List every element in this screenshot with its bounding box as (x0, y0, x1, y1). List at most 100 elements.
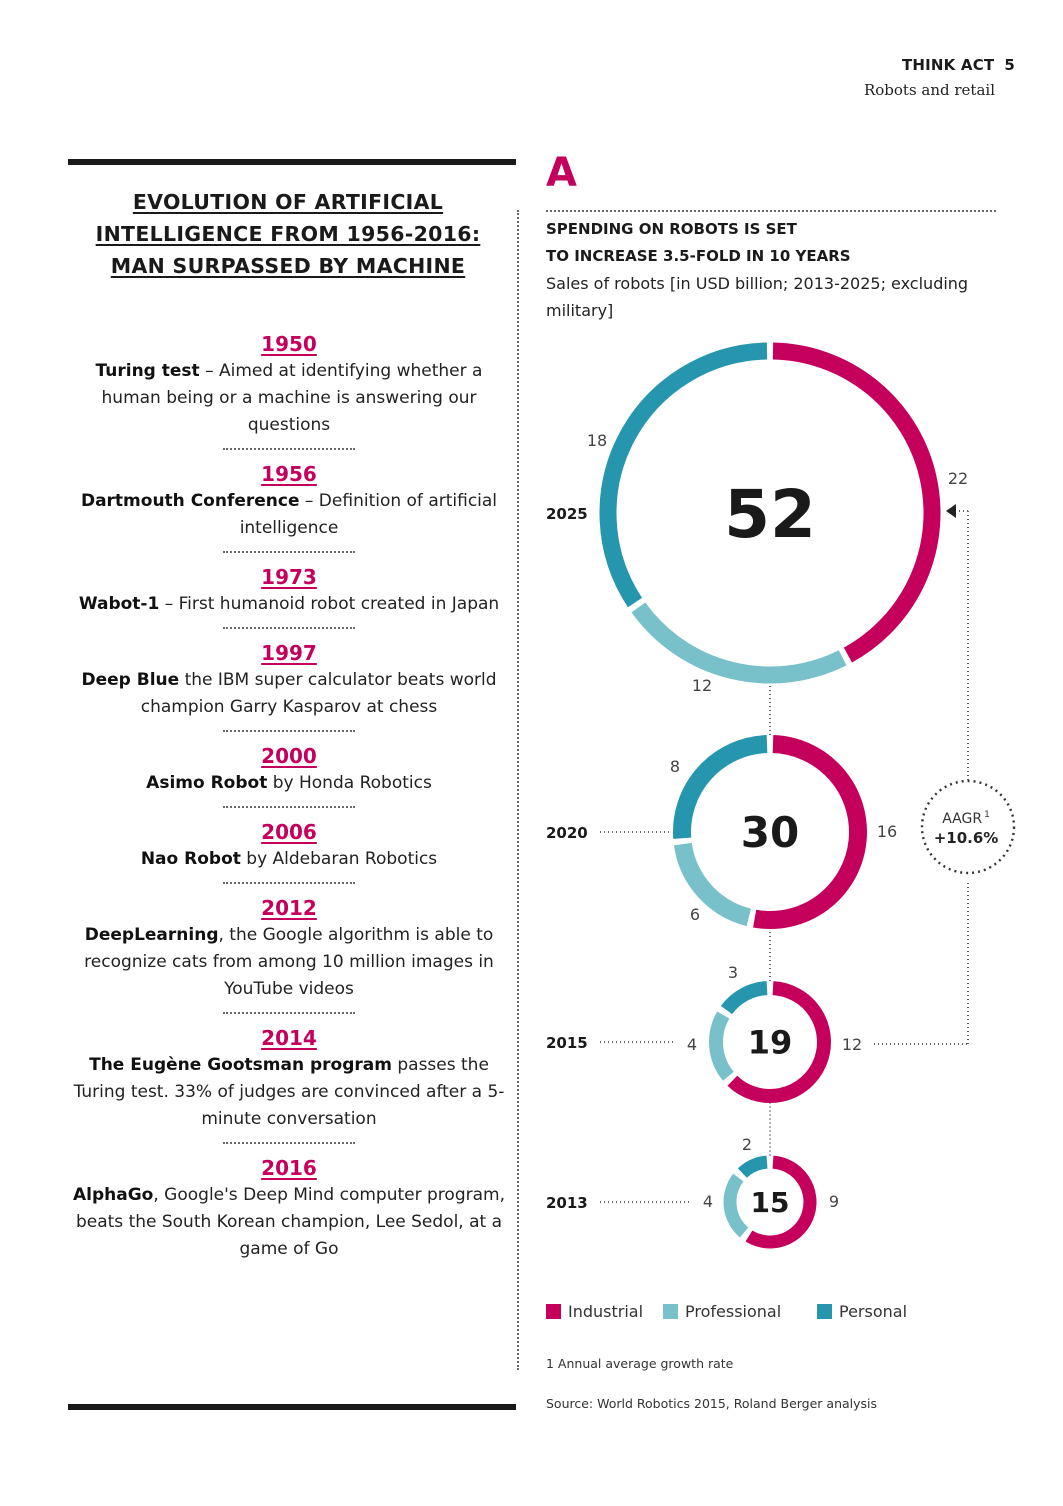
segment-value-label: 4 (687, 1035, 697, 1054)
aagr-label-text: AAGR (942, 811, 982, 827)
footnote: 1 Annual average growth rate (546, 1356, 734, 1371)
segment-value-label: 6 (690, 905, 700, 924)
timeline-item: 1997 Deep Blue the IBM super calculator b… (68, 639, 510, 721)
chart-title-line: SPENDING ON ROBOTS IS SET (546, 220, 797, 238)
timeline-event-text: by Aldebaran Robotics (240, 849, 438, 869)
donut-segment-professional (673, 842, 752, 927)
timeline-item: 2006 Nao Robot by Aldebaran Robotics (68, 818, 510, 873)
donut-segment-personal (737, 1155, 768, 1179)
legend-swatch (546, 1304, 561, 1319)
timeline-title-line: INTELLIGENCE FROM 1956-2016: (95, 222, 481, 246)
donut-total: 52 (724, 476, 816, 553)
timeline-event-name: AlphaGo (73, 1185, 154, 1205)
year-label: 2013 (546, 1194, 588, 1212)
year-label: 2020 (546, 824, 588, 842)
timeline-separator (223, 1142, 355, 1144)
chart-divider (546, 210, 996, 212)
timeline-event-name: Asimo Robot (146, 773, 268, 793)
timeline-description: The Eugène Gootsman program passes the T… (68, 1052, 510, 1133)
donut-segment-industrial (745, 1155, 817, 1249)
timeline-item: 1973 Wabot-1 – First humanoid robot creat… (68, 563, 510, 618)
timeline-event-text: – Aimed at identifying whether a human b… (101, 361, 483, 435)
timeline-title-line: MAN SURPASSED BY MACHINE (110, 254, 466, 278)
timeline-event-text: , the Google algorithm is able to recogn… (84, 925, 494, 999)
donut-segment-professional (709, 1011, 734, 1081)
timeline-item: 2000 Asimo Robot by Honda Robotics (68, 742, 510, 797)
bottom-rule (68, 1404, 516, 1410)
timeline-event-name: DeepLearning (84, 925, 219, 945)
timeline-separator (223, 882, 355, 884)
legend-swatch (663, 1304, 678, 1319)
timeline-separator (223, 1012, 355, 1014)
timeline-separator (223, 730, 355, 732)
donut-segment-industrial (727, 981, 831, 1103)
donut-segment-industrial (772, 342, 941, 663)
timeline-event-name: Deep Blue (81, 670, 180, 690)
timeline-description: Wabot-1 – First humanoid robot created i… (68, 591, 510, 618)
legend-label: Professional (685, 1302, 782, 1321)
segment-value-label: 4 (703, 1192, 713, 1211)
year-label: 2015 (546, 1034, 588, 1052)
timeline-event-text: the IBM super calculator beats world cha… (140, 670, 497, 717)
page-number: 5 (1004, 56, 1015, 74)
timeline-description: Asimo Robot by Honda Robotics (68, 770, 510, 797)
timeline-item: 2014 The Eugène Gootsman program passes t… (68, 1024, 510, 1133)
timeline-separator (223, 551, 355, 553)
segment-value-label: 16 (877, 822, 897, 841)
year-label: 2025 (546, 505, 588, 523)
timeline-item: 1950 Turing test – Aimed at identifying w… (68, 330, 510, 439)
timeline-separator (223, 806, 355, 808)
aagr-label: AAGR 1 (942, 810, 990, 827)
timeline-item: 2016 AlphaGo, Google's Deep Mind computer… (68, 1154, 510, 1263)
timeline-description: DeepLearning, the Google algorithm is ab… (68, 922, 510, 1003)
legend-item-industrial: Industrial (546, 1302, 643, 1321)
timeline-event-text: – Definition of artificial intelligence (239, 491, 498, 538)
timeline-year: 2000 (261, 744, 317, 768)
donut-segment-industrial (753, 735, 867, 929)
legend-label: Industrial (568, 1302, 644, 1321)
donut-total: 15 (751, 1186, 790, 1219)
segment-value-label: 22 (948, 469, 968, 488)
donut-segment-professional (631, 602, 847, 684)
donut-segment-personal (720, 981, 768, 1015)
timeline-item: 1956 Dartmouth Conference – Definition of… (68, 460, 510, 542)
segment-value-label: 2 (742, 1135, 752, 1154)
donut-segment-personal (599, 342, 768, 608)
source-note: Source: World Robotics 2015, Roland Berg… (546, 1396, 878, 1411)
segment-value-label: 12 (692, 676, 712, 695)
donut-total: 19 (748, 1024, 793, 1062)
column-divider (517, 210, 519, 1370)
timeline-year: 2016 (261, 1156, 317, 1180)
chart-subtitle: Sales of robots [in USD billion; 2013-20… (546, 274, 969, 320)
chart-title-line: TO INCREASE 3.5-FOLD IN 10 YEARS (546, 247, 851, 265)
segment-value-label: 12 (842, 1035, 862, 1054)
aagr-value: +10.6% (934, 829, 999, 847)
timeline-year: 2006 (261, 820, 317, 844)
timeline-description: AlphaGo, Google's Deep Mind computer pro… (68, 1182, 510, 1263)
legend-swatch (817, 1304, 832, 1319)
timeline-year: 1950 (261, 332, 317, 356)
timeline-item: 2012 DeepLearning, the Google algorithm i… (68, 894, 510, 1003)
legend-label: Personal (839, 1302, 908, 1321)
timeline-title-line: EVOLUTION OF ARTIFICIAL (132, 190, 444, 214)
segment-value-label: 3 (728, 963, 738, 982)
arrow-icon (946, 504, 956, 518)
segment-value-label: 18 (587, 431, 607, 450)
timeline-event-text: – First humanoid robot created in Japan (159, 594, 500, 614)
segment-value-label: 8 (670, 757, 680, 776)
timeline-year: 1956 (261, 462, 317, 486)
timeline-title: EVOLUTION OF ARTIFICIAL INTELLIGENCE FRO… (68, 186, 508, 282)
timeline-event-text: , Google's Deep Mind computer program, b… (75, 1185, 505, 1259)
timeline-event-name: Nao Robot (140, 849, 241, 869)
timeline-event-text: by Honda Robotics (267, 773, 432, 793)
timeline-year: 2014 (261, 1026, 317, 1050)
timeline-description: Turing test – Aimed at identifying wheth… (68, 358, 510, 439)
timeline-description: Nao Robot by Aldebaran Robotics (68, 846, 510, 873)
timeline-event-name: Wabot-1 (78, 594, 160, 614)
aagr-footnote-mark: 1 (984, 810, 990, 820)
timeline-description: Dartmouth Conference – Definition of art… (68, 488, 510, 542)
legend-item-personal: Personal (817, 1302, 907, 1321)
donut-total: 30 (741, 808, 799, 857)
timeline-year: 1997 (261, 641, 317, 665)
